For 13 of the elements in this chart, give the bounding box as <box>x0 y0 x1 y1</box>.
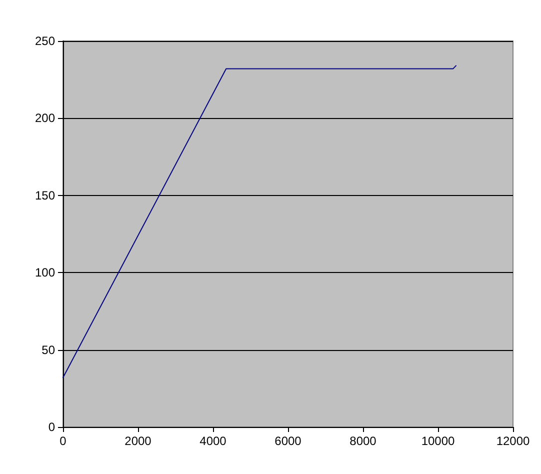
y-tick-label: 250 <box>34 34 56 48</box>
y-tick-label: 100 <box>34 266 56 280</box>
x-tick-label: 4000 <box>200 434 227 448</box>
x-tick-label: 8000 <box>350 434 377 448</box>
x-tick-label: 2000 <box>124 434 152 448</box>
x-tick-label: 6000 <box>274 434 302 448</box>
x-tick-label: 12000 <box>496 434 530 448</box>
y-tick-label: 150 <box>34 188 56 202</box>
x-tick-label: 0 <box>60 434 67 448</box>
y-tick-label: 0 <box>48 420 56 434</box>
x-tick-label: 10000 <box>421 434 456 448</box>
y-tick-label: 50 <box>42 342 56 357</box>
y-tick-label: 200 <box>34 111 56 126</box>
